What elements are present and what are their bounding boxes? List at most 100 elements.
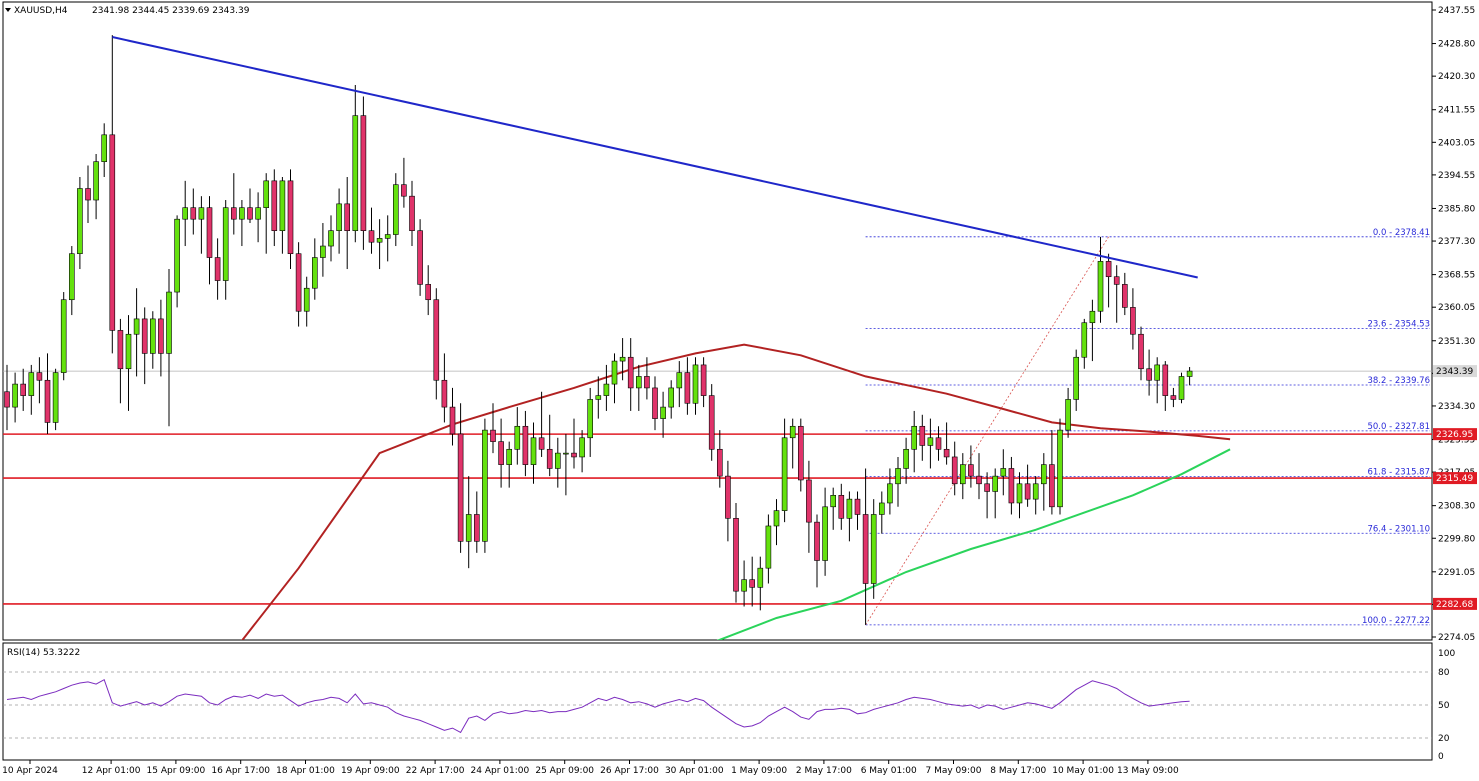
candle	[1186, 367, 1193, 386]
candle-body	[85, 188, 91, 201]
candle-body	[684, 372, 691, 404]
candle-body	[1024, 483, 1031, 500]
main-price-pane[interactable]: 2437.55 2428.80 2420.30 2411.55 2403.05 2394.…	[2, 1, 1477, 672]
candle	[158, 299, 164, 377]
candle	[1032, 476, 1039, 515]
candle	[449, 387, 456, 446]
candle-body	[1154, 364, 1160, 381]
candle-body	[943, 448, 950, 458]
candle-body	[1041, 464, 1047, 485]
candle-body	[473, 514, 480, 542]
candle-body	[903, 448, 909, 469]
candle	[401, 157, 407, 208]
price-tick-label: 2411.55	[1438, 106, 1475, 116]
fib-level-label: 61.8 - 2315.87	[1367, 468, 1430, 478]
candle	[376, 219, 383, 270]
fib-level-label: 50.0 - 2327.81	[1367, 422, 1430, 432]
candle-body	[968, 464, 974, 477]
candle-body	[538, 437, 545, 450]
candle	[425, 265, 432, 316]
candle	[1000, 449, 1007, 496]
candle	[797, 418, 804, 492]
candle-body	[708, 395, 715, 450]
candle	[52, 368, 59, 431]
candle-body	[376, 238, 383, 243]
candle	[368, 207, 375, 254]
candle	[182, 180, 188, 247]
candle	[846, 491, 853, 542]
price-tick-label: 2368.55	[1438, 271, 1475, 281]
candle-body	[668, 387, 675, 408]
candle	[85, 165, 91, 224]
candle-body	[457, 433, 464, 542]
candle	[530, 422, 537, 484]
candle-body	[52, 372, 59, 423]
symbol-menu-triangle-icon[interactable]	[5, 8, 11, 12]
candle	[198, 196, 205, 254]
candle	[619, 338, 626, 381]
candle-body	[927, 437, 934, 446]
candle	[28, 364, 35, 415]
candle-body	[12, 383, 18, 408]
candle-body	[660, 406, 666, 419]
candle	[141, 307, 148, 385]
price-tick-label: 2428.80	[1438, 40, 1475, 50]
candle-body	[1000, 468, 1007, 477]
fib-level-label: 76.4 - 2301.10	[1367, 524, 1430, 534]
candle	[644, 357, 650, 400]
candle-body	[757, 567, 764, 588]
candle	[676, 361, 683, 408]
candle-body	[603, 383, 610, 396]
candle	[538, 391, 545, 457]
time-tick-label: 12 Apr 01:00	[82, 766, 141, 776]
candle-body	[838, 495, 845, 519]
candle	[125, 315, 132, 411]
candle	[69, 246, 75, 316]
candle-body	[959, 464, 966, 485]
candle-body	[887, 483, 893, 504]
candle	[1105, 253, 1112, 308]
candle-body	[862, 514, 869, 584]
candle	[668, 380, 675, 419]
candle-body	[571, 452, 577, 458]
candle-body	[60, 299, 67, 373]
candle-body	[935, 437, 942, 450]
candle-body	[498, 441, 504, 465]
candle-body	[506, 448, 513, 465]
candle-body	[77, 188, 83, 255]
candle	[749, 556, 756, 607]
candle	[150, 311, 156, 369]
candle	[360, 96, 367, 250]
candle	[1065, 387, 1071, 438]
candle-body	[716, 448, 723, 477]
candle-body	[101, 134, 107, 162]
candle-body	[20, 383, 27, 396]
price-tick-label: 2299.80	[1438, 534, 1475, 544]
rsi-pane[interactable]: 10 Apr 2024 12 Apr 01:00 15 Apr 09:00 16 Ap…	[2, 642, 1455, 776]
candle	[409, 180, 415, 247]
candle-body	[482, 429, 488, 542]
candle-body	[676, 372, 683, 389]
candle	[652, 376, 658, 431]
candle-body	[1089, 310, 1096, 324]
candle	[320, 223, 326, 277]
candle-body	[93, 161, 99, 201]
candle	[441, 353, 448, 423]
candle	[473, 491, 480, 553]
fib-level-label: 23.6 - 2354.53	[1367, 319, 1430, 329]
candle	[765, 514, 772, 584]
candle	[700, 357, 707, 408]
time-tick-label: 8 May 17:00	[990, 766, 1046, 776]
rsi-level-label: 80	[1438, 668, 1450, 678]
candle	[498, 418, 504, 488]
candle	[684, 357, 691, 415]
candle-body	[247, 207, 253, 220]
candle	[344, 177, 351, 270]
candle	[1073, 349, 1079, 411]
candle-body	[150, 318, 156, 354]
candle	[838, 483, 845, 530]
candle	[457, 403, 464, 553]
current-price-tag-bg	[1433, 365, 1477, 378]
sr-price-tag: 2315.49	[1436, 474, 1473, 484]
